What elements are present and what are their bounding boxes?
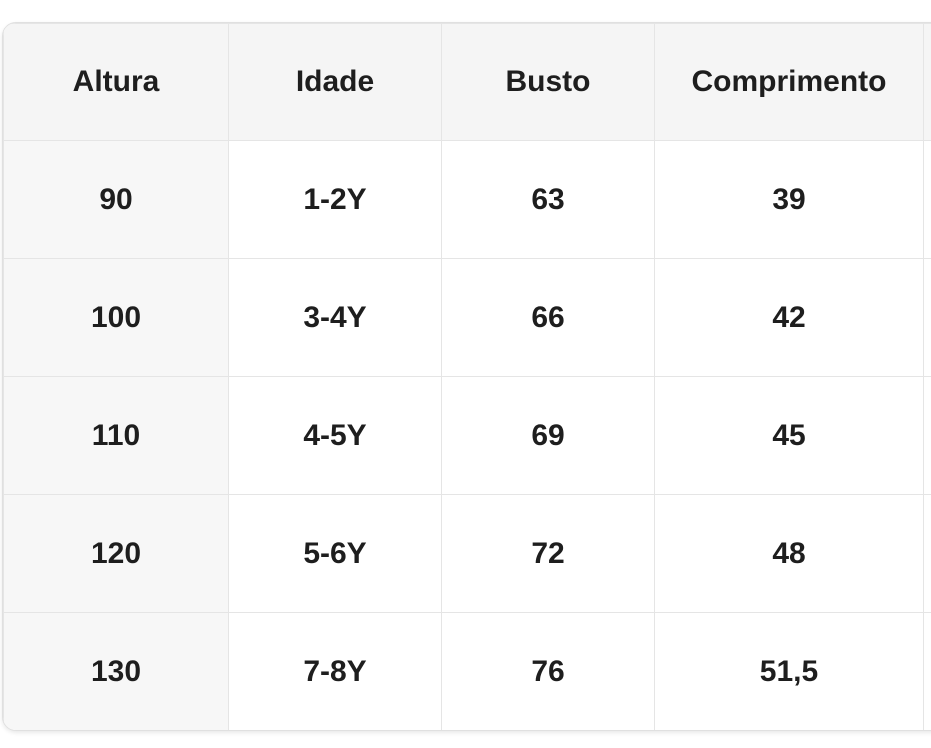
table-cell-partial bbox=[923, 376, 931, 495]
table-cell: 69 bbox=[441, 376, 655, 495]
table-cell: 66 bbox=[441, 258, 655, 377]
size-chart-table: Altura Idade Busto Comprimento 90 1-2Y 6… bbox=[3, 23, 931, 730]
column-header-partial bbox=[923, 23, 931, 141]
table-row: 130 7-8Y 76 51,5 bbox=[3, 612, 931, 730]
table-cell: 51,5 bbox=[654, 612, 924, 730]
table-cell: 3-4Y bbox=[228, 258, 442, 377]
size-chart-card: Altura Idade Busto Comprimento 90 1-2Y 6… bbox=[2, 22, 931, 731]
table-row: 100 3-4Y 66 42 bbox=[3, 258, 931, 377]
table-cell: 63 bbox=[441, 140, 655, 259]
table-cell: 120 bbox=[3, 494, 229, 613]
table-cell: 48 bbox=[654, 494, 924, 613]
table-cell: 76 bbox=[441, 612, 655, 730]
table-row: 110 4-5Y 69 45 bbox=[3, 376, 931, 495]
table-cell-partial bbox=[923, 258, 931, 377]
table-cell: 4-5Y bbox=[228, 376, 442, 495]
table-row: 120 5-6Y 72 48 bbox=[3, 494, 931, 613]
table-cell-partial bbox=[923, 494, 931, 613]
table-cell: 7-8Y bbox=[228, 612, 442, 730]
table-cell: 100 bbox=[3, 258, 229, 377]
table-cell: 72 bbox=[441, 494, 655, 613]
table-cell: 90 bbox=[3, 140, 229, 259]
table-cell: 39 bbox=[654, 140, 924, 259]
column-header-altura: Altura bbox=[3, 23, 229, 141]
table-cell: 1-2Y bbox=[228, 140, 442, 259]
header-row: Altura Idade Busto Comprimento bbox=[3, 23, 931, 141]
column-header-idade: Idade bbox=[228, 23, 442, 141]
table-body: 90 1-2Y 63 39 100 3-4Y 66 42 110 4-5Y 69 bbox=[3, 140, 931, 730]
table-row: 90 1-2Y 63 39 bbox=[3, 140, 931, 259]
table-cell: 45 bbox=[654, 376, 924, 495]
table-header: Altura Idade Busto Comprimento bbox=[3, 23, 931, 141]
table-cell: 110 bbox=[3, 376, 229, 495]
table-cell: 5-6Y bbox=[228, 494, 442, 613]
table-cell-partial bbox=[923, 140, 931, 259]
column-header-comprimento: Comprimento bbox=[654, 23, 924, 141]
table-cell-partial bbox=[923, 612, 931, 730]
table-cell: 130 bbox=[3, 612, 229, 730]
column-header-busto: Busto bbox=[441, 23, 655, 141]
table-cell: 42 bbox=[654, 258, 924, 377]
